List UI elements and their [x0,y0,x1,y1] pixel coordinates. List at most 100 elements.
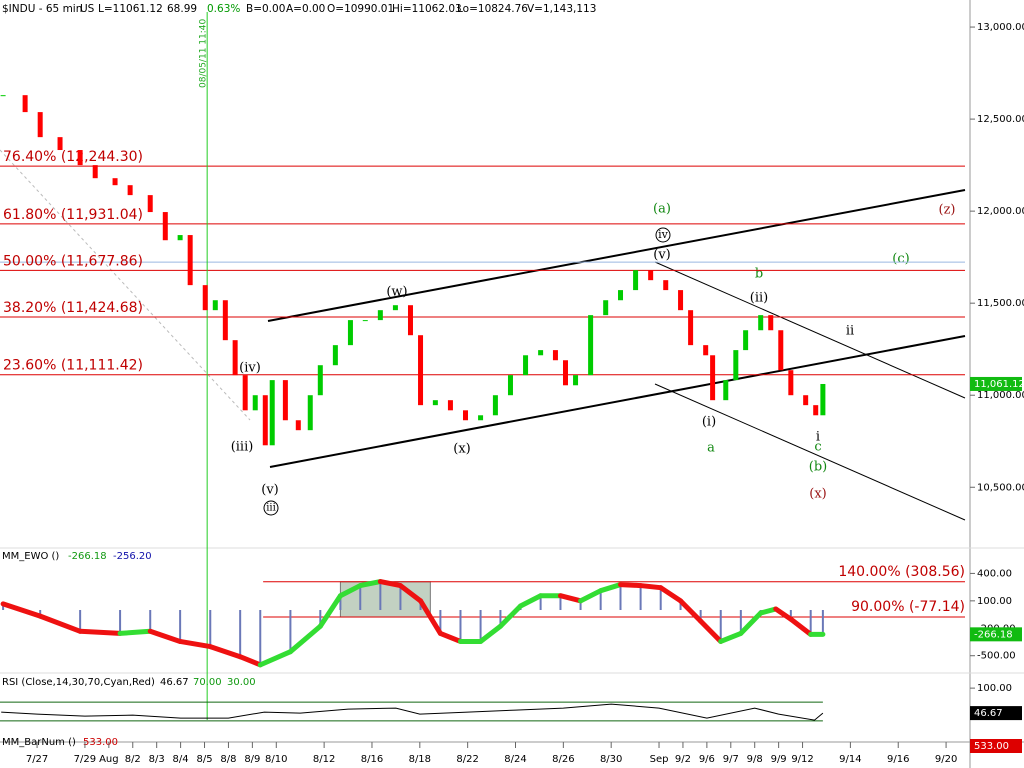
ewo-segment [497,603,524,629]
y-tick-label: 13,000.00 [977,22,1024,33]
wave-label: a [707,441,715,456]
candle [57,137,63,151]
wave-label: (a) [653,202,671,217]
candle [77,150,83,166]
barnum-value: 533.00 [83,737,118,748]
candle [187,235,193,286]
candle [778,330,784,371]
candle [478,415,484,421]
header: $INDU - 65 min US L=11061.12 68.99 0.63%… [2,3,596,15]
y-tick-label: 400.00 [977,568,1012,579]
ewo-segment [437,630,463,644]
candle [538,350,544,356]
ewo-segment [287,623,323,655]
candle [820,383,826,416]
ewo-segment [518,593,544,609]
ewo-segment [257,649,293,668]
x-tick-label: 8/5 [196,754,212,765]
symbol: $INDU - 65 min [2,3,82,15]
ewo-segment [77,628,123,636]
ewo-segment [207,644,243,660]
wave-label: ii [846,324,854,339]
candle [317,365,323,396]
ewo-segment [578,588,604,604]
volume: V=1,143,113 [527,3,596,15]
candle [618,290,624,301]
candle [112,178,118,186]
fib-level-label: 140.00% (308.56) [838,564,965,580]
candle [492,395,498,416]
x-tick-label: 8/18 [409,754,431,765]
fib-level-label: 61.80% (11,931.04) [3,207,143,223]
wave-labels: (a) iv (v) b (c) (z) (w) (ii) ii (iv) (i… [231,202,956,516]
trend-line [267,189,966,322]
candle [232,340,238,376]
candle [507,375,513,396]
wave-label: (v) [653,248,671,263]
candle [347,320,353,346]
ewo-segment [317,593,343,629]
y-tick-label: 10,500.00 [977,482,1024,493]
ewo-segment [177,638,213,650]
ewo-value: -266.18 [68,551,107,562]
wave-label: i [816,430,820,445]
x-tick-label: 8/4 [173,754,189,765]
ewo-segment [678,598,704,624]
candle [710,355,716,401]
last-value-label: -266.18 [974,629,1013,640]
wave-label: (iv) [239,361,261,376]
candle [447,400,453,411]
fib-level-label: 76.40% (12,244.30) [3,149,143,165]
candle [813,405,819,416]
fib-level-label: 38.20% (11,424.68) [3,300,143,316]
low: Lo=10824.76 [457,3,528,15]
wave-label: (b) [809,460,827,475]
ewo-segment [718,630,744,644]
pct-change: 0.63% [207,3,240,15]
wave-label: iv [658,228,669,241]
wave-circle [263,500,279,516]
time-marker-label: 08/05/11 11:40 [199,19,209,88]
x-tick-label: 8/16 [361,754,383,765]
fib-level-label: 90.00% (-77.14) [851,599,965,615]
candle [432,400,438,406]
last-value-label: 46.67 [974,708,1003,719]
y-tick-label: 12,000.00 [977,206,1024,217]
candle [295,420,301,431]
y-tick-label: 100.00 [977,596,1012,607]
rsi-line [1,703,824,721]
candle [392,305,398,311]
barnum-title: MM_BarNum () [2,737,76,748]
candle [743,330,749,351]
candle [788,370,794,396]
candle [362,320,368,322]
candle [463,410,469,421]
ewo-segment [478,623,503,644]
candle [242,375,248,411]
market: US [80,3,95,15]
x-tick-label: 8/8 [220,754,236,765]
last-price-tag [970,376,1022,391]
bid: B=0.00 [246,3,285,15]
last-value-tag [970,706,1022,721]
ewo-segment [773,606,794,622]
y-tick-label: 100.00 [977,683,1012,694]
candle [562,360,568,386]
x-tick-label: 7/29 [74,754,96,765]
trend-line [654,261,966,399]
ewo-title: MM_EWO () [2,551,59,562]
ewo-segment [658,585,684,604]
x-tick-label: 8/24 [504,754,526,765]
candle [633,270,639,291]
candle [92,165,98,179]
y-tick-label: 12,500.00 [977,114,1024,125]
open: O=10990.01 [327,3,394,15]
candle [573,375,579,386]
fib-level-label: 23.60% (11,111.42) [3,358,143,374]
candle [222,300,228,341]
candle [177,235,183,241]
y-tick-label: 11,000.00 [977,390,1024,401]
rsi-title: RSI (Close,14,30,70,Cyan,Red) [2,677,155,688]
trend-line [269,335,966,468]
y-tick-label: 11,500.00 [977,298,1024,309]
